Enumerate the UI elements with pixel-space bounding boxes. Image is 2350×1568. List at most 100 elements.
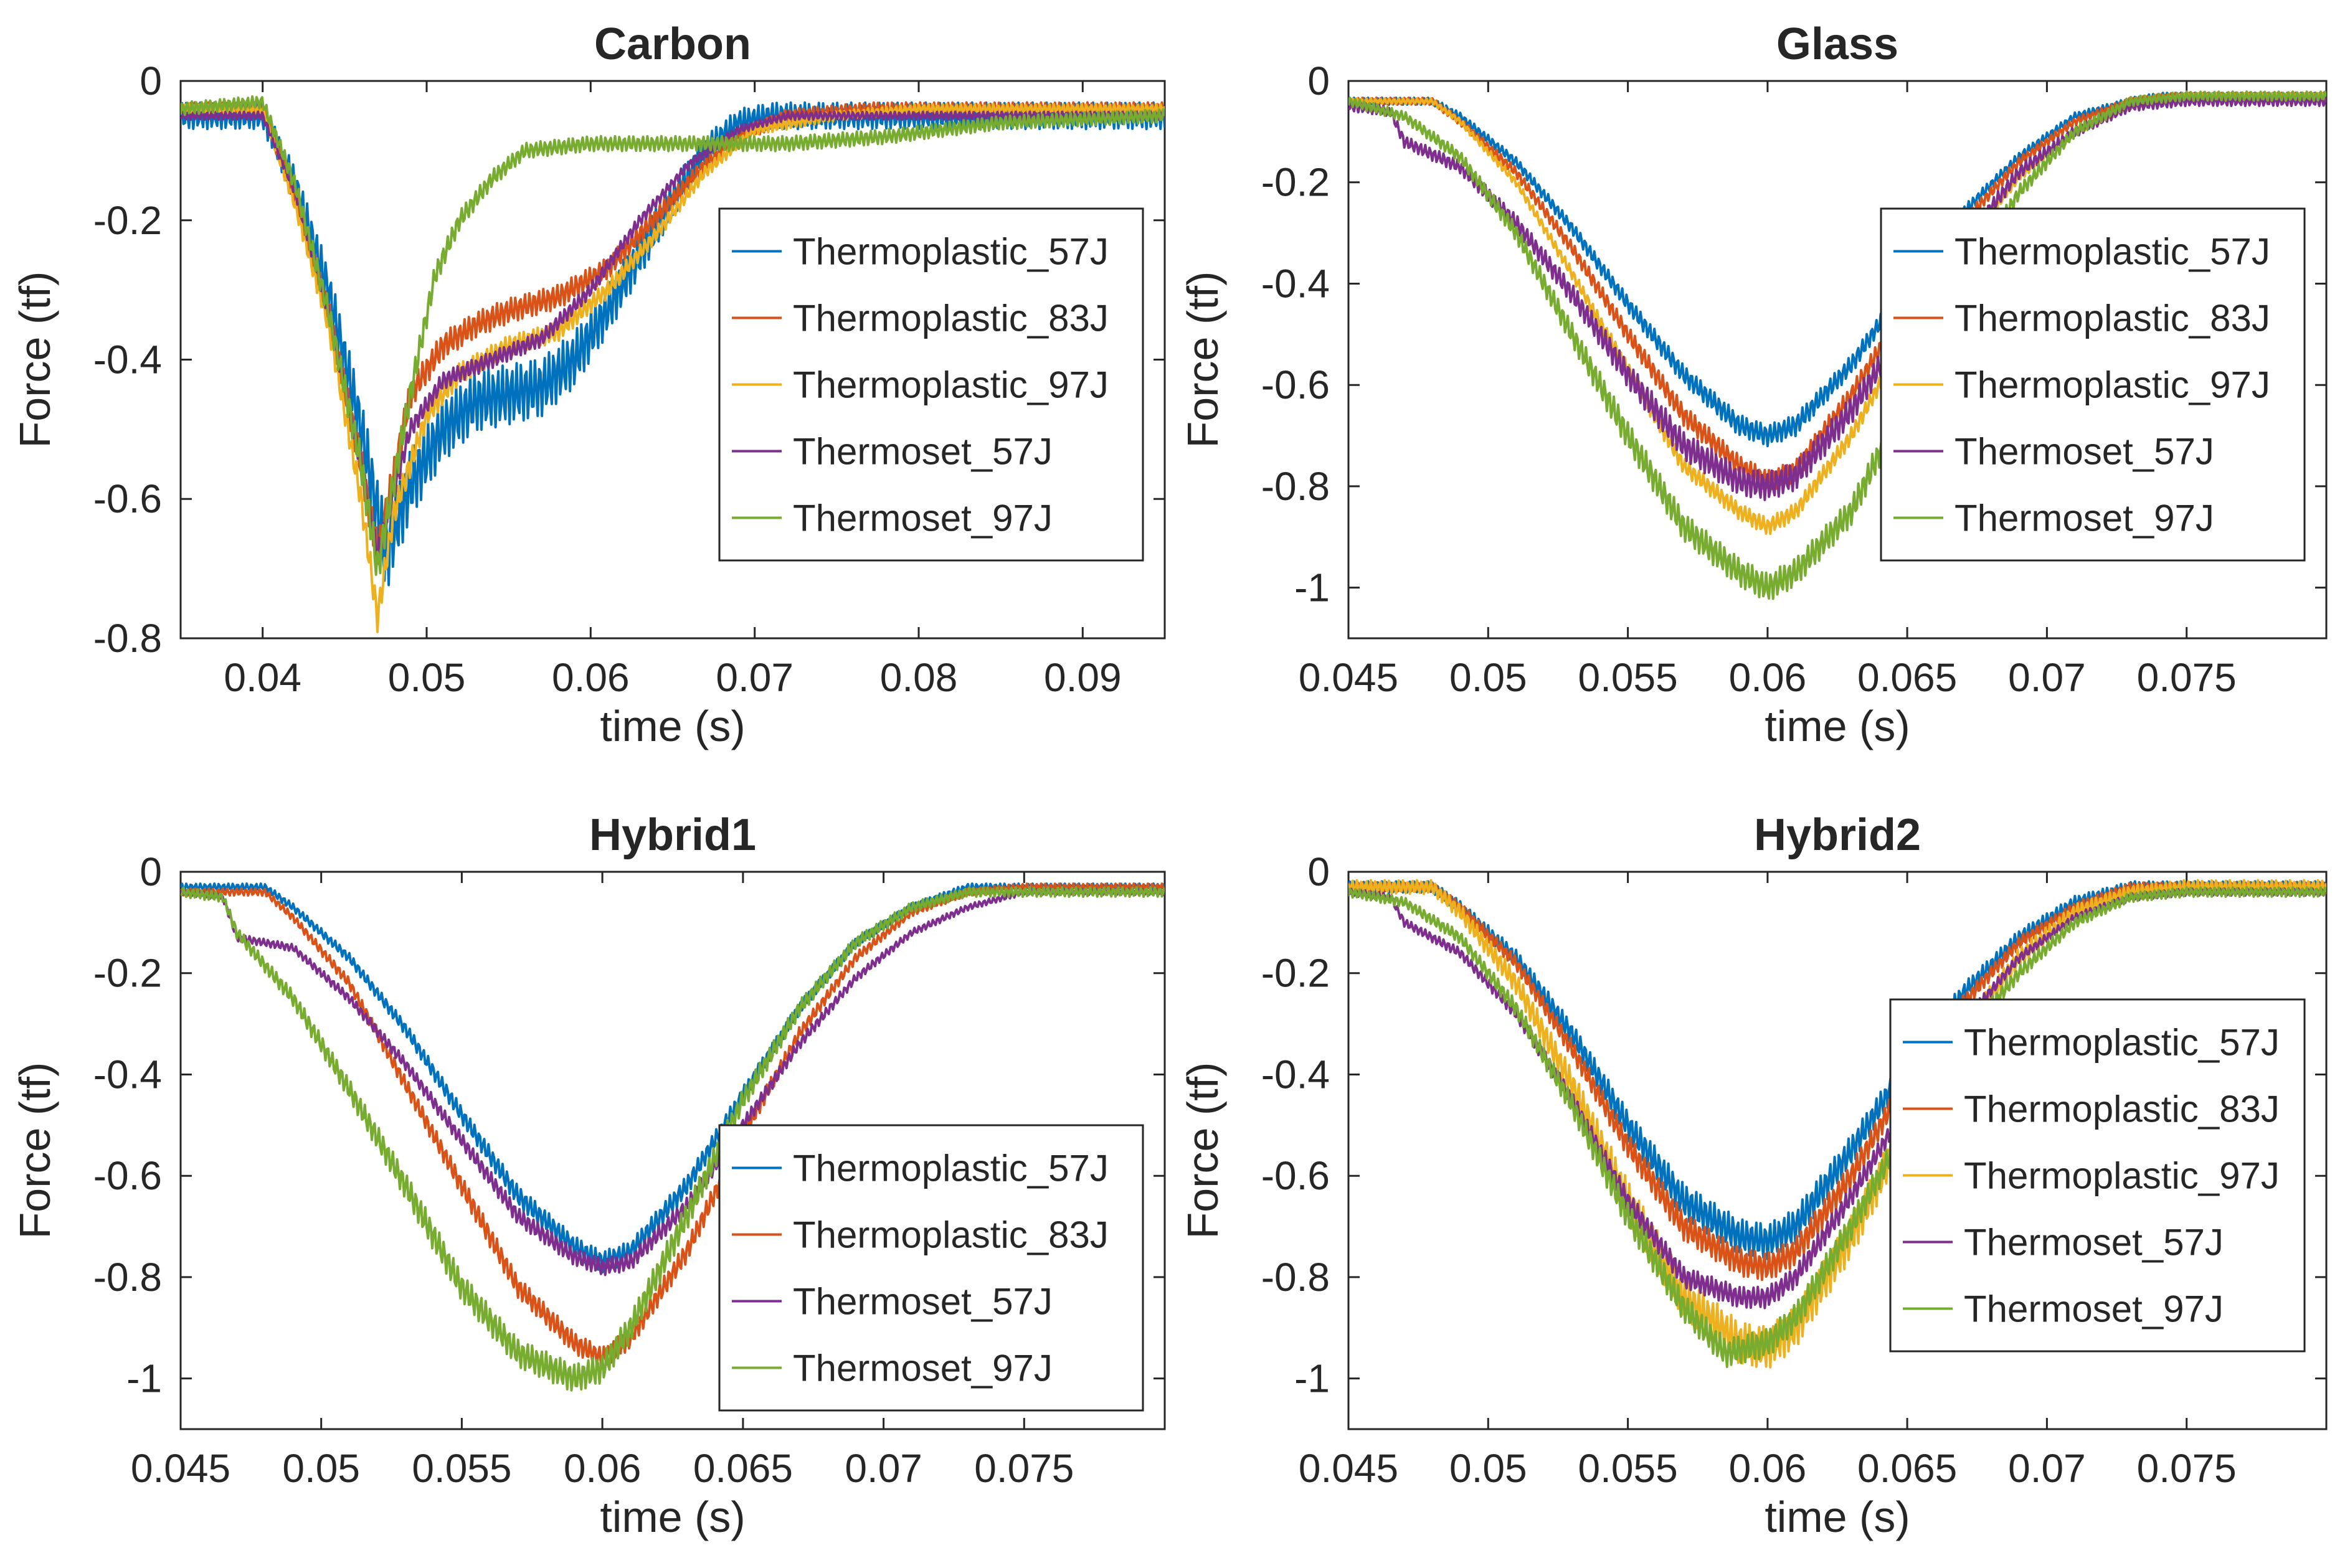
hybrid1-xtick-label: 0.05 — [282, 1446, 360, 1491]
hybrid2-ytick-label: -0.2 — [1261, 951, 1330, 996]
glass-ytick-label: -0.2 — [1261, 160, 1330, 205]
carbon-xtick-label: 0.09 — [1044, 655, 1122, 700]
hybrid2-xtick-label: 0.055 — [1578, 1446, 1678, 1491]
glass-legend-entry: Thermoplastic_57J — [1954, 231, 2270, 273]
hybrid1-ytick-label: 0 — [140, 849, 162, 894]
carbon-ytick-label: -0.2 — [93, 198, 162, 243]
glass-legend: Thermoplastic_57J Thermoplastic_83J Thermo… — [1880, 207, 2306, 562]
hybrid1-ytick-label: -0.8 — [93, 1255, 162, 1300]
hybrid2-xtick-label: 0.065 — [1857, 1446, 1957, 1491]
glass-ytick-label: 0 — [1307, 59, 1330, 103]
hybrid2-series-thermoset-97j — [1348, 886, 2326, 1368]
glass-legend-entry: Thermoplastic_97J — [1954, 364, 2270, 406]
glass-ylabel: Force (tf) — [1178, 272, 1227, 448]
carbon-legend-entry: Thermoplastic_57J — [793, 231, 1109, 273]
carbon-legend-box — [718, 207, 1144, 562]
carbon-ytick-label: -0.4 — [93, 338, 162, 382]
glass-ytick-label: -1 — [1294, 565, 1330, 610]
hybrid1-series-thermoset-97j — [181, 886, 1165, 1392]
carbon-xtick-label: 0.05 — [388, 655, 466, 700]
hybrid2-xtick-label: 0.045 — [1299, 1446, 1398, 1491]
hybrid1-xtick-label: 0.06 — [564, 1446, 642, 1491]
hybrid1-xtick-label: 0.055 — [412, 1446, 511, 1491]
hybrid2-xtick-label: 0.06 — [1729, 1446, 1807, 1491]
hybrid2-legend-entry: Thermoplastic_97J — [1964, 1155, 2280, 1197]
carbon-xtick-label: 0.04 — [224, 655, 301, 700]
hybrid1-ytick-label: -0.2 — [93, 951, 162, 996]
carbon-ytick-label: -0.6 — [93, 476, 162, 521]
glass-legend-entry: Thermoset_97J — [1954, 498, 2214, 539]
hybrid1-legend-entry: Thermoplastic_83J — [793, 1214, 1109, 1256]
glass-legend-entry: Thermoplastic_83J — [1954, 298, 2270, 339]
carbon-title: Carbon — [594, 19, 751, 69]
carbon-ytick-label: 0 — [140, 59, 162, 103]
carbon-series-thermoset-97j — [181, 95, 1165, 576]
hybrid1-legend-box — [718, 1124, 1144, 1412]
hybrid2-ytick-label: -0.4 — [1261, 1052, 1330, 1097]
glass-series-thermoset-97j — [1348, 90, 2326, 600]
glass-panel: Glass 0.045 0.05 0.055 0.06 0.065 0.07 0.075 0 -0… — [1178, 19, 2328, 750]
carbon-legend: Thermoplastic_57J Thermoplastic_83J Thermo… — [718, 207, 1144, 562]
hybrid2-legend-entry: Thermoplastic_83J — [1964, 1089, 2280, 1130]
hybrid2-legend-entry: Thermoset_97J — [1964, 1288, 2224, 1330]
hybrid2-ytick-label: -0.6 — [1261, 1153, 1330, 1198]
glass-xlabel: time (s) — [1765, 702, 1910, 750]
hybrid1-ytick-label: -0.4 — [93, 1052, 162, 1097]
hybrid2-xtick-label: 0.05 — [1449, 1446, 1527, 1491]
hybrid1-xtick-label: 0.075 — [974, 1446, 1074, 1491]
hybrid1-ytick-label: -1 — [126, 1356, 162, 1401]
carbon-legend-entry: Thermoset_57J — [793, 431, 1053, 473]
glass-xtick-label: 0.045 — [1299, 655, 1398, 700]
glass-legend-box — [1880, 207, 2306, 562]
glass-xtick-label: 0.075 — [2137, 655, 2237, 700]
glass-ytick-label: -0.4 — [1261, 262, 1330, 306]
hybrid1-ylabel: Force (tf) — [11, 1062, 59, 1239]
hybrid1-title: Hybrid1 — [589, 810, 756, 860]
hybrid1-xlabel: time (s) — [600, 1493, 745, 1541]
glass-title: Glass — [1776, 19, 1898, 69]
glass-legend-entry: Thermoset_57J — [1954, 431, 2214, 473]
hybrid2-ytick-label: -0.8 — [1261, 1255, 1330, 1300]
hybrid2-xtick-label: 0.07 — [2008, 1446, 2086, 1491]
hybrid2-panel: Hybrid2 0.045 0.05 0.055 0.06 0.065 0.07 0.075 0… — [1178, 810, 2328, 1541]
hybrid1-xtick-label: 0.065 — [693, 1446, 793, 1491]
glass-xtick-label: 0.07 — [2008, 655, 2086, 700]
hybrid2-title: Hybrid2 — [1754, 810, 1921, 860]
hybrid2-ylabel: Force (tf) — [1178, 1062, 1227, 1239]
glass-ytick-label: -0.6 — [1261, 362, 1330, 407]
carbon-xtick-label: 0.06 — [552, 655, 630, 700]
carbon-ylabel: Force (tf) — [11, 272, 59, 448]
hybrid2-legend: Thermoplastic_57J Thermoplastic_83J Thermo… — [1889, 998, 2306, 1353]
glass-ytick-label: -0.8 — [1261, 464, 1330, 509]
hybrid1-panel: Hybrid1 0.045 0.05 0.055 0.06 0.065 0.07 0.075 0… — [11, 810, 1166, 1541]
hybrid2-legend-entry: Thermoplastic_57J — [1964, 1022, 2280, 1064]
carbon-panel: Carbon 0.04 0.05 0.06 0.07 0.08 0.09 0 -0.2 -0.4 -… — [11, 19, 1166, 750]
hybrid2-legend-box — [1889, 998, 2306, 1353]
glass-xtick-label: 0.06 — [1729, 655, 1807, 700]
carbon-legend-entry: Thermoset_97J — [793, 498, 1053, 539]
carbon-xtick-label: 0.08 — [880, 655, 958, 700]
hybrid1-legend: Thermoplastic_57J Thermoplastic_83J Thermo… — [718, 1124, 1144, 1412]
hybrid1-legend-entry: Thermoset_97J — [793, 1348, 1053, 1389]
hybrid1-xtick-label: 0.045 — [131, 1446, 230, 1491]
hybrid1-xtick-label: 0.07 — [845, 1446, 922, 1491]
hybrid2-ytick-label: 0 — [1307, 849, 1330, 894]
hybrid2-xlabel: time (s) — [1765, 1493, 1910, 1541]
glass-xtick-label: 0.065 — [1857, 655, 1957, 700]
hybrid1-legend-entry: Thermoset_57J — [793, 1281, 1053, 1323]
carbon-legend-entry: Thermoplastic_83J — [793, 298, 1109, 339]
hybrid2-xtick-label: 0.075 — [2137, 1446, 2237, 1491]
hybrid2-legend-entry: Thermoset_57J — [1964, 1222, 2224, 1263]
carbon-xtick-label: 0.07 — [716, 655, 794, 700]
hybrid1-series-thermoset-57j — [181, 888, 1165, 1277]
glass-xtick-label: 0.05 — [1449, 655, 1527, 700]
carbon-xlabel: time (s) — [600, 702, 745, 750]
carbon-ytick-label: -0.8 — [93, 616, 162, 661]
hybrid2-ytick-label: -1 — [1294, 1356, 1330, 1401]
hybrid1-legend-entry: Thermoplastic_57J — [793, 1148, 1109, 1189]
glass-xtick-label: 0.055 — [1578, 655, 1678, 700]
carbon-legend-entry: Thermoplastic_97J — [793, 364, 1109, 406]
hybrid1-ytick-label: -0.6 — [93, 1153, 162, 1198]
